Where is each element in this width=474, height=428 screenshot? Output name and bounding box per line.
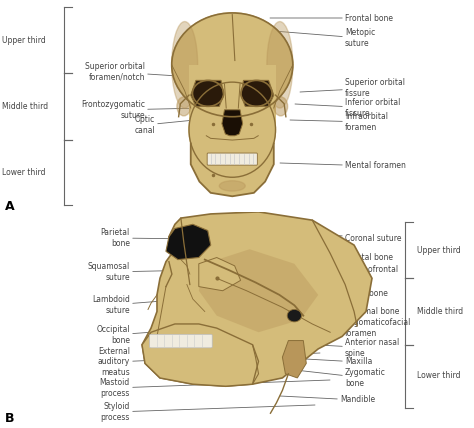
Text: Parietal
bone: Parietal bone bbox=[101, 228, 285, 248]
Text: Upper third: Upper third bbox=[2, 36, 46, 45]
FancyBboxPatch shape bbox=[149, 334, 212, 348]
Text: Zygomaticofacial
foramen: Zygomaticofacial foramen bbox=[295, 318, 411, 338]
Text: Superior orbital
foramen/notch: Superior orbital foramen/notch bbox=[85, 62, 210, 82]
Ellipse shape bbox=[267, 21, 293, 108]
Text: Coronal suture: Coronal suture bbox=[285, 232, 401, 243]
Ellipse shape bbox=[172, 21, 198, 108]
Polygon shape bbox=[283, 341, 306, 378]
Text: Squamosal
suture: Squamosal suture bbox=[88, 262, 295, 282]
Ellipse shape bbox=[287, 309, 301, 322]
Text: B: B bbox=[5, 412, 15, 425]
Text: Frontal bone: Frontal bone bbox=[270, 14, 393, 23]
Text: Zygomatic
bone: Zygomatic bone bbox=[295, 369, 386, 388]
Text: Superior orbital
fissure: Superior orbital fissure bbox=[300, 78, 405, 98]
Text: Optic
canal: Optic canal bbox=[134, 115, 215, 135]
Polygon shape bbox=[222, 110, 243, 136]
Polygon shape bbox=[199, 249, 318, 332]
Text: Occipital
bone: Occipital bone bbox=[96, 318, 345, 345]
Text: A: A bbox=[5, 200, 15, 213]
Ellipse shape bbox=[177, 97, 191, 116]
Ellipse shape bbox=[172, 13, 293, 117]
Text: Mental foramen: Mental foramen bbox=[280, 161, 406, 170]
Text: Lower third: Lower third bbox=[2, 167, 46, 176]
Polygon shape bbox=[142, 324, 258, 386]
Polygon shape bbox=[189, 65, 275, 130]
Polygon shape bbox=[191, 143, 274, 196]
Polygon shape bbox=[199, 258, 241, 291]
Text: Middle third: Middle third bbox=[417, 306, 463, 315]
Text: Lacrimal bone: Lacrimal bone bbox=[278, 305, 400, 316]
Text: Frontal bone: Frontal bone bbox=[290, 250, 393, 262]
Ellipse shape bbox=[226, 77, 238, 84]
Text: Sphenofrontal
suture: Sphenofrontal suture bbox=[295, 265, 399, 285]
Text: Anterior nasal
spine: Anterior nasal spine bbox=[265, 338, 399, 358]
Polygon shape bbox=[191, 80, 224, 106]
Polygon shape bbox=[142, 212, 372, 386]
Text: Upper third: Upper third bbox=[417, 246, 461, 255]
Text: External
auditory
meatus: External auditory meatus bbox=[98, 347, 320, 377]
Ellipse shape bbox=[274, 97, 288, 116]
Text: Nasal bone: Nasal bone bbox=[272, 289, 388, 298]
Text: Styloid
process: Styloid process bbox=[100, 402, 315, 422]
Ellipse shape bbox=[219, 181, 245, 191]
Text: Infraorbital
foramen: Infraorbital foramen bbox=[290, 112, 388, 132]
Polygon shape bbox=[166, 224, 211, 260]
Text: Mastoid
process: Mastoid process bbox=[100, 378, 330, 398]
Text: Frontozygomatic
suture: Frontozygomatic suture bbox=[81, 100, 205, 120]
Text: Middle third: Middle third bbox=[2, 101, 48, 110]
FancyBboxPatch shape bbox=[207, 153, 257, 165]
Text: Inferior orbital
fissure: Inferior orbital fissure bbox=[295, 98, 401, 118]
Text: Metopic
suture: Metopic suture bbox=[261, 28, 375, 48]
Text: Lambdoid
suture: Lambdoid suture bbox=[92, 288, 330, 315]
Polygon shape bbox=[241, 80, 274, 106]
Text: Mandible: Mandible bbox=[280, 395, 375, 404]
Text: Lower third: Lower third bbox=[417, 372, 461, 380]
Ellipse shape bbox=[189, 82, 275, 177]
Text: Maxilla: Maxilla bbox=[270, 357, 373, 366]
